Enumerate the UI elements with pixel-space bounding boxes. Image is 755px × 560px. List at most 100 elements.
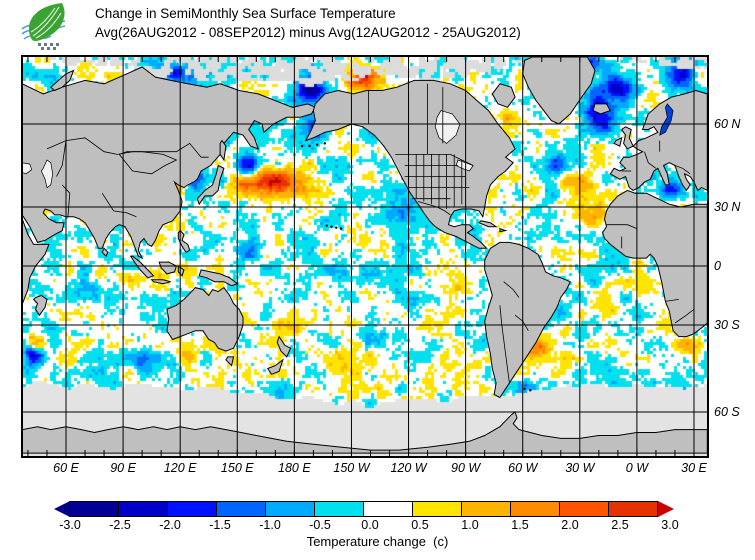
colorbar-tick-label: -2.0 [159, 518, 181, 532]
landmass-greenland [522, 57, 596, 125]
colorbar-segment-1 [118, 501, 168, 517]
island-dot [335, 226, 338, 229]
landmass-ireland [613, 136, 623, 147]
colorbar-tick-label: -1.0 [259, 518, 281, 532]
landmass-africa-west [602, 189, 707, 338]
landmass-sakhalin [219, 139, 227, 162]
colorbar-segment-7 [412, 501, 462, 517]
colorbar-caption: Temperature change (c) [306, 534, 449, 549]
landmass-hispaniola [499, 227, 508, 233]
lon-label-90e: 90 E [110, 461, 136, 475]
lon-label-30e: 30 E [681, 461, 707, 475]
island-dot [315, 143, 319, 146]
landmass-new-guinea [198, 269, 239, 287]
landmass-madagascar [32, 294, 48, 317]
hudson-bay [434, 110, 461, 144]
landmass-iceland [592, 103, 612, 115]
lat-label-60n: 60 N [714, 117, 741, 131]
colorbar-segment-9 [510, 501, 560, 517]
colorbar-tick-label: 2.5 [611, 518, 629, 532]
landmass-north-america [304, 79, 516, 249]
island-dot [523, 387, 526, 390]
landmass-java [150, 279, 171, 285]
lat-label-30n: 30 N [714, 200, 741, 214]
island-dot [300, 144, 304, 148]
landmass-borneo [158, 261, 178, 275]
border-sahara [606, 224, 638, 229]
world-map-overlay [23, 57, 707, 456]
agency-logo [20, 1, 82, 51]
lon-label-180e: 180 E [278, 461, 311, 475]
border-mozambique [665, 299, 679, 302]
lon-label-150e: 150 E [220, 461, 254, 475]
landmass-novaya-zemlya [50, 69, 75, 92]
colorbar-tick-label: 1.5 [511, 518, 529, 532]
lon-label-120e: 120 E [163, 461, 197, 475]
landmass-tasmania [225, 356, 235, 367]
border-us-canada [395, 154, 474, 166]
border-central-asia [56, 140, 67, 177]
landmass-new-zealand-north [276, 335, 292, 358]
colorbar-arrow-left [54, 501, 70, 517]
landmass-new-zealand-south [266, 358, 284, 375]
border-mongolia [118, 151, 178, 175]
colorbar-segment-11 [608, 501, 658, 517]
colorbar-tick-label: 3.0 [661, 518, 679, 532]
colorbar-tick-label: -0.5 [309, 518, 331, 532]
logo-tiny-marks [38, 43, 59, 50]
island-dot [308, 144, 311, 148]
landmass-europe [609, 89, 707, 192]
landmass-philippines [177, 229, 191, 253]
border-balkans [674, 165, 691, 175]
colorbar-tick-label: -2.5 [109, 518, 131, 532]
landmass-japan [196, 164, 225, 206]
colorbar-arrow-right [658, 501, 674, 517]
colorbar-segment-8 [461, 501, 511, 517]
island-dot [529, 389, 532, 392]
landmass-australia [166, 286, 244, 352]
chart-title: Change in SemiMonthly Sea Surface Temper… [95, 6, 396, 21]
caspian-sea [40, 159, 54, 189]
border-andes [499, 305, 510, 384]
colorbar [54, 500, 674, 518]
colorbar-tick-label: 0.0 [361, 518, 379, 532]
black-sea [23, 162, 33, 175]
landmass-antarctica [23, 411, 707, 454]
colorbar-tick-label: -3.0 [59, 518, 81, 532]
baltic-sea [659, 103, 674, 136]
island-dot [323, 142, 327, 145]
island-dot [339, 227, 343, 230]
lon-label-150w: 150 W [333, 461, 370, 475]
colorbar-segment-2 [167, 501, 217, 517]
lon-label-0w: 0 W [625, 461, 649, 475]
lat-label-30s: 30 S [714, 318, 740, 332]
colorbar-tick-label: -1.5 [209, 518, 231, 532]
map-frame [21, 55, 709, 458]
colorbar-tick-label: 1.0 [461, 518, 479, 532]
lat-label-60s: 60 S [714, 405, 740, 419]
colorbar-segment-10 [559, 501, 609, 517]
colorbar-segment-4 [265, 501, 315, 517]
lon-label-30w: 30 W [565, 461, 595, 475]
lon-label-120w: 120 W [390, 461, 427, 475]
lon-label-90w: 90 W [451, 461, 481, 475]
colorbar-tick-label: 2.0 [561, 518, 579, 532]
island-dot [330, 225, 333, 228]
colorbar-segment-6 [363, 501, 413, 517]
island-dot [325, 224, 328, 227]
colorbar-tick-label: 0.5 [411, 518, 429, 532]
landmass-uk [621, 126, 634, 150]
border-china-india [101, 192, 137, 218]
lon-label-60w: 60 W [508, 461, 538, 475]
landmass-sri-lanka [101, 247, 109, 258]
border-brazil-west [503, 281, 520, 298]
landmass-baffin [491, 83, 516, 108]
lon-label-60e: 60 E [53, 461, 79, 475]
chart-subtitle: Avg(26AUG2012 - 08SEP2012) minus Avg(12A… [95, 25, 521, 40]
title-block: Change in SemiMonthly Sea Surface Temper… [95, 4, 521, 42]
border-france-germany [644, 151, 657, 169]
leaf-veins [30, 6, 62, 39]
landmass-cuba [478, 220, 498, 228]
border-iran-pakistan [61, 184, 71, 217]
